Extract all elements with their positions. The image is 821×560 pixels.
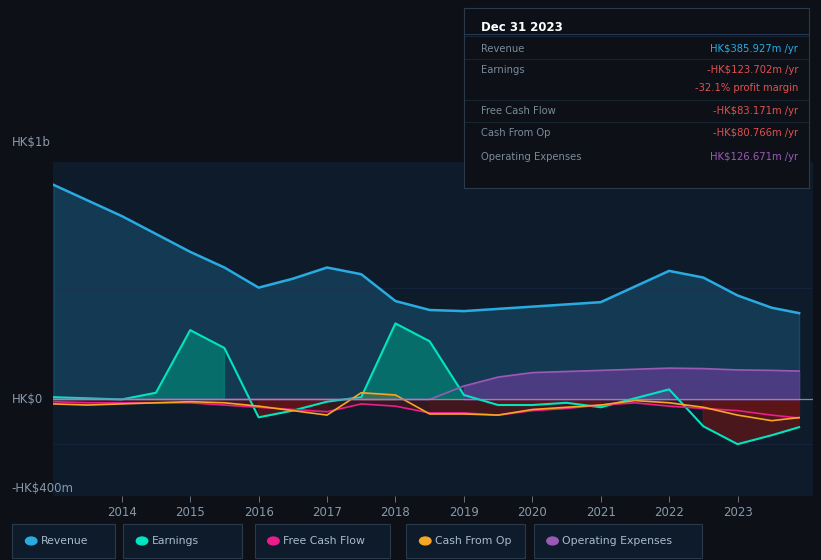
Text: HK$385.927m /yr: HK$385.927m /yr xyxy=(710,44,798,54)
Text: -HK$400m: -HK$400m xyxy=(11,482,74,496)
Text: HK$126.671m /yr: HK$126.671m /yr xyxy=(710,152,798,162)
Text: Operating Expenses: Operating Expenses xyxy=(562,536,672,546)
Text: Revenue: Revenue xyxy=(481,44,525,54)
Text: Free Cash Flow: Free Cash Flow xyxy=(283,536,365,546)
Text: Revenue: Revenue xyxy=(41,536,89,546)
Text: Dec 31 2023: Dec 31 2023 xyxy=(481,21,563,34)
Text: Earnings: Earnings xyxy=(152,536,199,546)
Text: Cash From Op: Cash From Op xyxy=(435,536,511,546)
Text: -HK$83.171m /yr: -HK$83.171m /yr xyxy=(713,105,798,115)
Text: Free Cash Flow: Free Cash Flow xyxy=(481,105,556,115)
Text: -32.1% profit margin: -32.1% profit margin xyxy=(695,83,798,93)
Text: -HK$80.766m /yr: -HK$80.766m /yr xyxy=(713,128,798,138)
Text: Earnings: Earnings xyxy=(481,65,525,75)
Text: Cash From Op: Cash From Op xyxy=(481,128,551,138)
Text: -HK$123.702m /yr: -HK$123.702m /yr xyxy=(707,65,798,75)
Text: Operating Expenses: Operating Expenses xyxy=(481,152,581,162)
Text: HK$1b: HK$1b xyxy=(11,136,50,149)
Text: HK$0: HK$0 xyxy=(11,393,43,406)
